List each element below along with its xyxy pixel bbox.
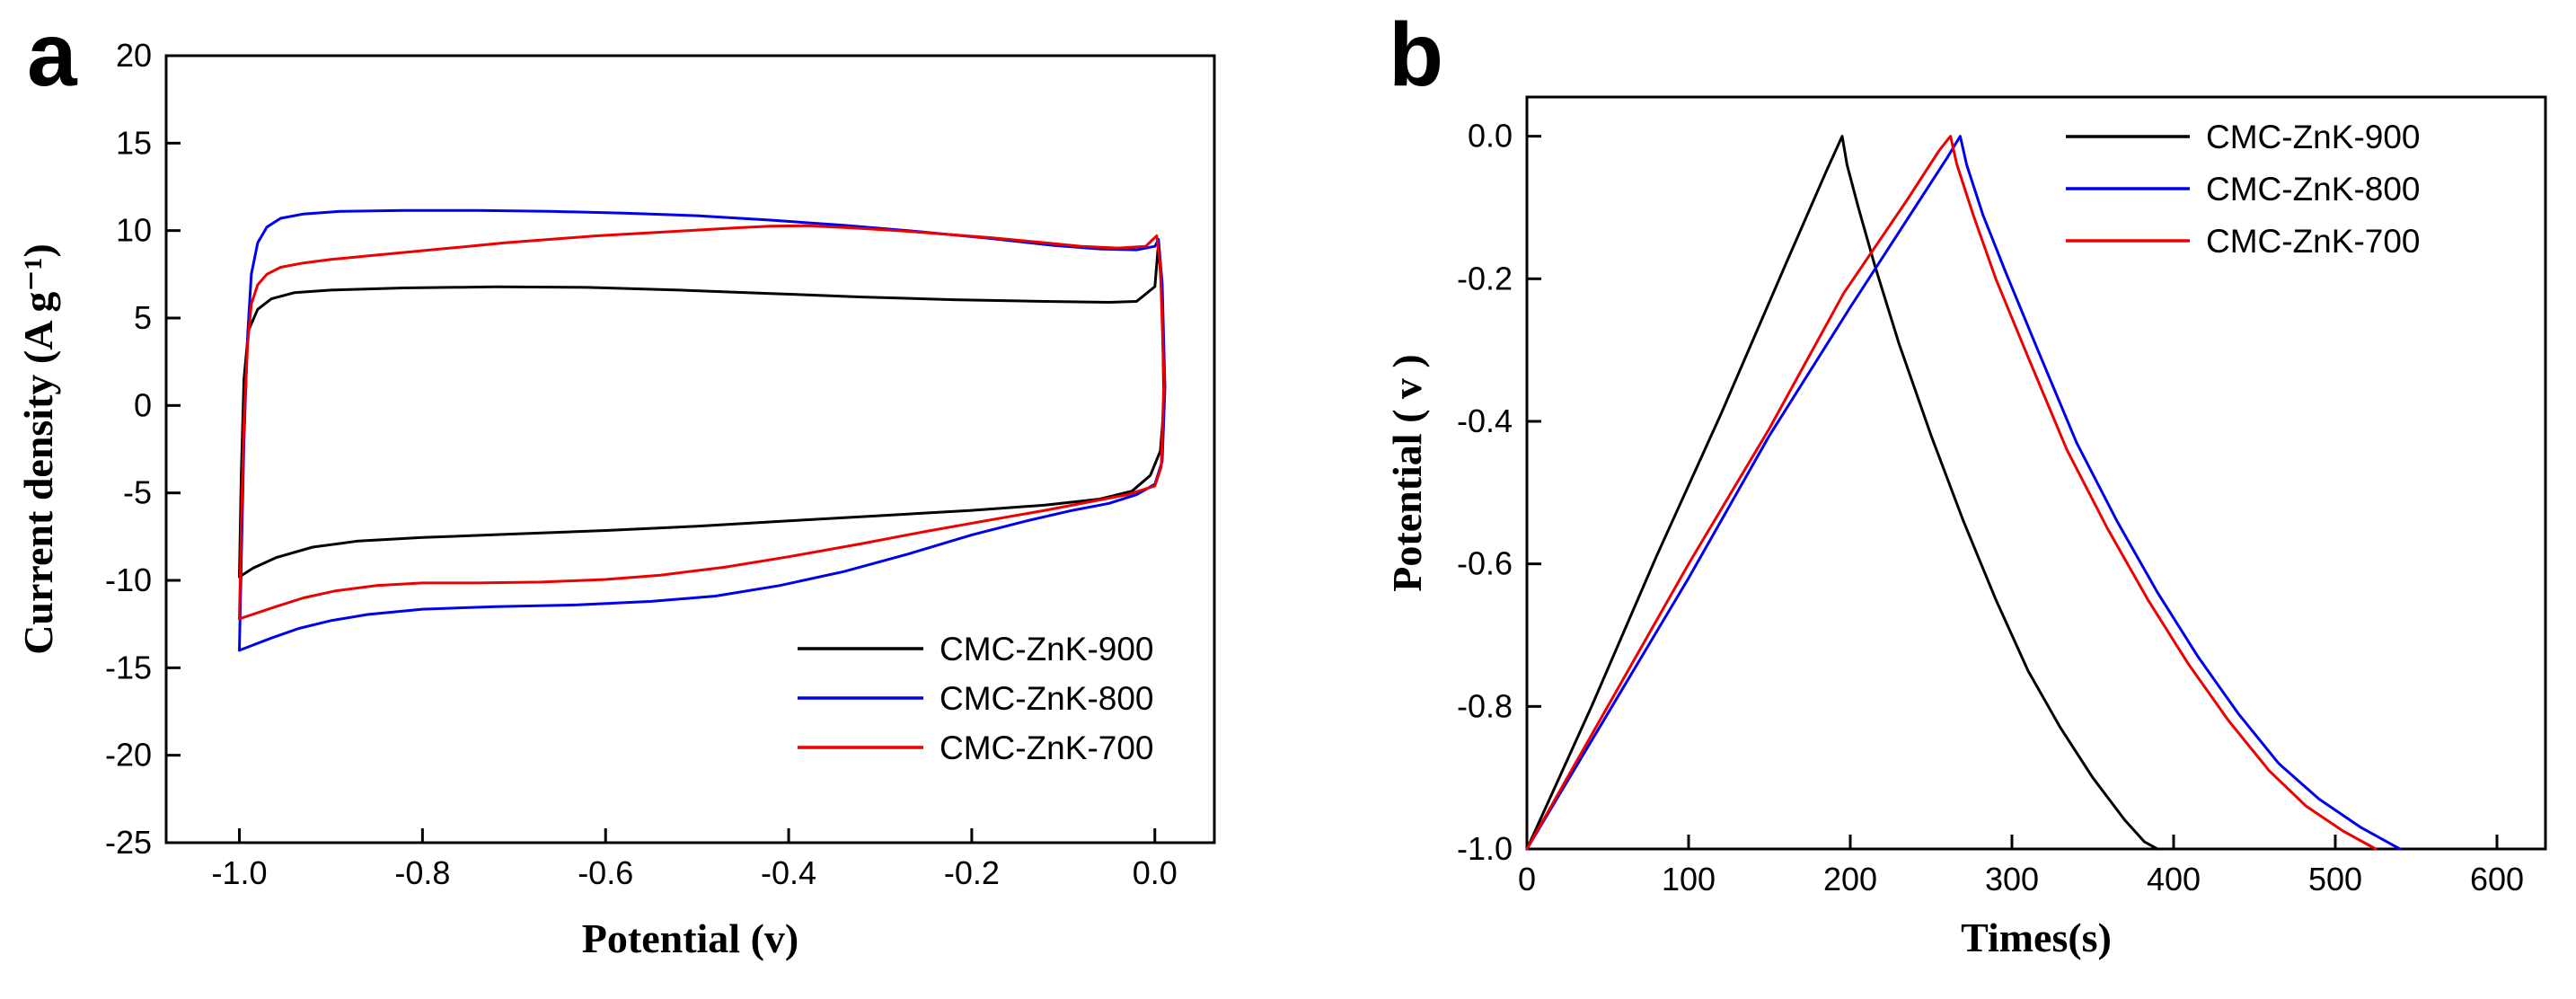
x-tick-label: -0.8	[394, 854, 450, 891]
y-tick-label: 5	[134, 299, 152, 336]
x-tick-label: 100	[1662, 861, 1716, 897]
series-cmc-znk-700	[1525, 135, 2378, 851]
legend: CMC-ZnK-900 CMC-ZnK-800 CMC-ZnK-700	[798, 631, 1154, 766]
x-tick-label: 600	[2470, 861, 2524, 897]
x-axis: 0 100 200 300 400 500 600	[1518, 835, 2524, 897]
panel-letter-b: b	[1389, 4, 1443, 105]
y-tick-label: -0.4	[1457, 402, 1513, 439]
legend-label-cmc-znk-800: CMC-ZnK-800	[2206, 171, 2421, 208]
x-axis-title: Times(s)	[1961, 915, 2112, 960]
plot-box	[1525, 95, 2547, 851]
y-tick-label: 0	[134, 386, 152, 423]
y-tick-label: -1.0	[1457, 830, 1513, 867]
y-tick-label: 10	[116, 212, 152, 249]
panel-letter-a: a	[27, 4, 78, 105]
x-tick-label: 200	[1823, 861, 1877, 897]
series-cmc-znk-900	[1525, 135, 2159, 851]
series-cmc-znk-800	[1525, 135, 2402, 851]
y-tick-label: 20	[116, 37, 152, 74]
x-tick-label: -0.2	[944, 854, 1000, 891]
y-tick-label: 15	[116, 124, 152, 161]
y-tick-label: 0.0	[1468, 118, 1513, 155]
y-tick-label: -0.8	[1457, 687, 1513, 724]
x-tick-label: -1.0	[212, 854, 268, 891]
series-cmc-znk-800	[238, 208, 1167, 652]
legend-label-cmc-znk-900: CMC-ZnK-900	[940, 631, 1154, 667]
legend-label-cmc-znk-800: CMC-ZnK-800	[940, 680, 1154, 717]
series-cmc-znk-900	[238, 241, 1166, 579]
y-axis: -25 -20 -15 -10 -5 0 5 10 15 20	[105, 37, 181, 861]
x-axis-title: Potential (v)	[582, 915, 798, 961]
series-group	[1525, 135, 2402, 851]
panel-b: 0 100 200 300 400 500 600 0.0 -0.2 -0.4 -0.6 -0.8 -1…	[1288, 0, 2576, 999]
x-tick-label: -0.4	[761, 854, 816, 891]
legend-label-cmc-znk-900: CMC-ZnK-900	[2206, 119, 2421, 155]
gcd-curves-chart: 0 100 200 300 400 500 600 0.0 -0.2 -0.4 -0.6 -0.8 -1…	[1384, 4, 2547, 960]
y-tick-label: -15	[105, 649, 152, 685]
x-tick-label: 400	[2147, 861, 2201, 897]
legend-label-cmc-znk-700: CMC-ZnK-700	[2206, 223, 2421, 260]
series-group	[238, 208, 1167, 652]
y-tick-label: -25	[105, 824, 152, 861]
x-tick-label: 500	[2308, 861, 2362, 897]
cv-curves-chart: -1.0 -0.8 -0.6 -0.4 -0.2 0.0 -25 -20 -15 -10 -5 0 5 1…	[15, 4, 1216, 961]
y-tick-label: -0.6	[1457, 545, 1513, 582]
x-tick-label: -0.6	[578, 854, 633, 891]
y-tick-label: -0.2	[1457, 260, 1513, 296]
x-axis: -1.0 -0.8 -0.6 -0.4 -0.2 0.0	[212, 828, 1178, 891]
y-axis-title: Current density (A g⁻¹)	[15, 243, 61, 655]
series-cmc-znk-700	[238, 224, 1166, 621]
y-axis: 0.0 -0.2 -0.4 -0.6 -0.8 -1.0	[1457, 118, 1541, 867]
x-tick-label: 300	[1985, 861, 2039, 897]
y-tick-label: -5	[123, 474, 152, 511]
legend: CMC-ZnK-900 CMC-ZnK-800 CMC-ZnK-700	[2066, 119, 2421, 260]
y-axis-title: Potential ( v )	[1384, 354, 1430, 591]
panel-a: -1.0 -0.8 -0.6 -0.4 -0.2 0.0 -25 -20 -15 -10 -5 0 5 1…	[15, 4, 1216, 961]
x-tick-label: 0	[1518, 861, 1536, 897]
x-tick-label: 0.0	[1133, 854, 1178, 891]
y-tick-label: -20	[105, 737, 152, 774]
plot-box	[164, 54, 1216, 844]
y-tick-label: -10	[105, 561, 152, 598]
legend-label-cmc-znk-700: CMC-ZnK-700	[940, 729, 1154, 766]
